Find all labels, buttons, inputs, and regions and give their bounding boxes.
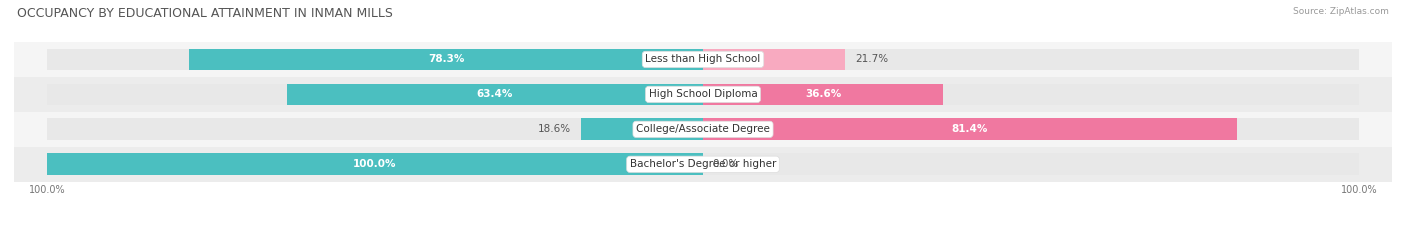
Text: 100.0%: 100.0% <box>353 159 396 169</box>
Bar <box>14 147 1392 182</box>
Text: OCCUPANCY BY EDUCATIONAL ATTAINMENT IN INMAN MILLS: OCCUPANCY BY EDUCATIONAL ATTAINMENT IN I… <box>17 7 392 20</box>
Bar <box>703 118 1237 140</box>
Text: 81.4%: 81.4% <box>952 124 988 134</box>
Text: 78.3%: 78.3% <box>427 55 464 64</box>
Text: Bachelor's Degree or higher: Bachelor's Degree or higher <box>630 159 776 169</box>
Bar <box>46 118 703 140</box>
Text: 18.6%: 18.6% <box>538 124 571 134</box>
Text: 63.4%: 63.4% <box>477 89 513 99</box>
Bar <box>46 49 703 70</box>
Text: Less than High School: Less than High School <box>645 55 761 64</box>
Bar <box>287 83 703 105</box>
Text: High School Diploma: High School Diploma <box>648 89 758 99</box>
Bar <box>581 118 703 140</box>
Bar <box>14 42 1392 77</box>
Bar <box>703 49 1360 70</box>
Bar <box>703 153 1360 175</box>
Bar <box>46 153 703 175</box>
Text: 21.7%: 21.7% <box>855 55 889 64</box>
Text: 0.0%: 0.0% <box>713 159 740 169</box>
Bar <box>703 83 1360 105</box>
Bar <box>46 83 703 105</box>
Bar <box>14 112 1392 147</box>
Bar <box>703 83 943 105</box>
Bar <box>46 153 703 175</box>
Bar <box>14 77 1392 112</box>
Bar <box>190 49 703 70</box>
Bar <box>703 49 845 70</box>
Text: Source: ZipAtlas.com: Source: ZipAtlas.com <box>1294 7 1389 16</box>
Text: 36.6%: 36.6% <box>806 89 841 99</box>
Bar <box>703 118 1360 140</box>
Text: College/Associate Degree: College/Associate Degree <box>636 124 770 134</box>
